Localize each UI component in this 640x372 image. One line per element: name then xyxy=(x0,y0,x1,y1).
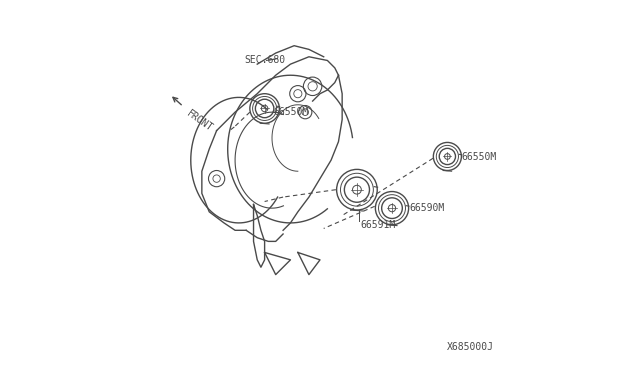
Text: 66591M: 66591M xyxy=(360,220,395,230)
Text: 66590M: 66590M xyxy=(410,203,445,213)
Text: 66550M: 66550M xyxy=(274,107,309,117)
Text: FRONT: FRONT xyxy=(184,109,214,134)
Text: X685000J: X685000J xyxy=(447,342,493,352)
Text: SEC.680: SEC.680 xyxy=(244,55,285,65)
Text: 66550M: 66550M xyxy=(462,152,497,162)
